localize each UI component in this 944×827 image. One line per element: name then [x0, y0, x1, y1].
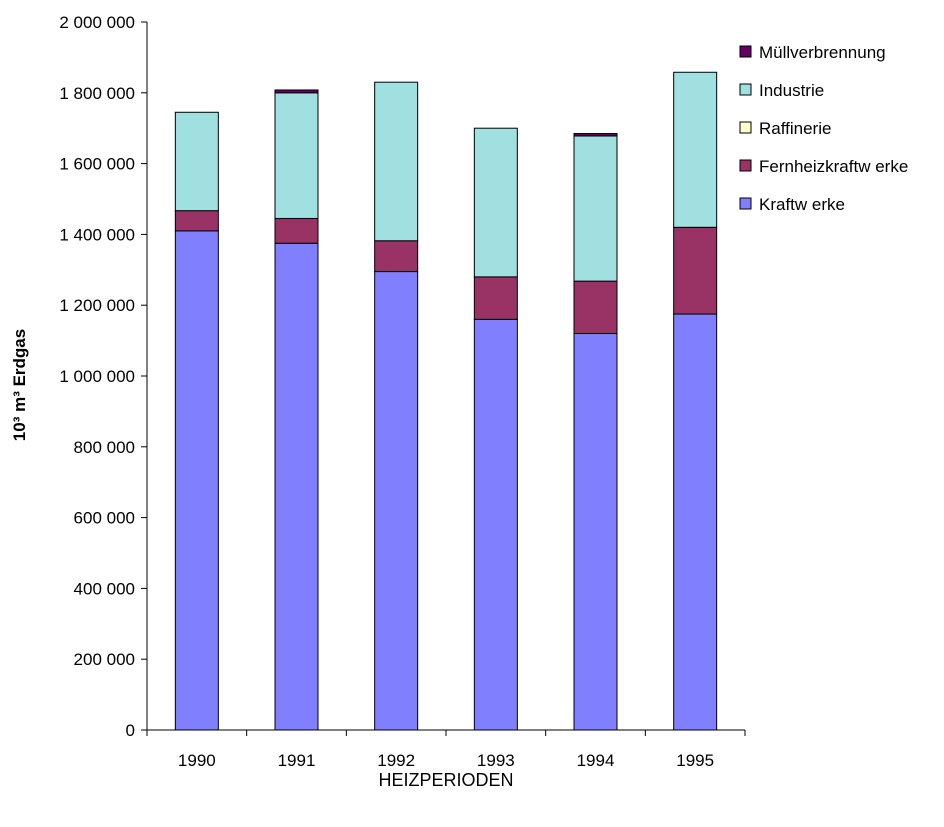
bar-segment-fernheizkraftw-erke-1994	[573, 280, 618, 335]
x-tick-label: 1994	[577, 751, 615, 770]
legend-swatch	[739, 45, 752, 58]
y-tick-label: 200 000	[74, 650, 135, 669]
axes-layer	[141, 21, 746, 736]
legend-label: Industrie	[759, 81, 824, 100]
y-axis-title: 10³ m³ Erdgas	[10, 329, 29, 441]
bar-segment-kraftw-erke-1992	[374, 271, 419, 731]
y-tick-label: 1 000 000	[59, 367, 135, 386]
bar-segment-kraftw-erke-1991	[274, 242, 319, 731]
bar-segment-industrie-1992	[374, 81, 419, 242]
legend: Müllverbrennung Industrie Raffinerie Fernhe…	[739, 43, 908, 214]
bar-segment-fernheizkraftw-erke-1991	[274, 217, 319, 244]
y-tick-label: 1 200 000	[59, 296, 135, 315]
y-tick-label: 600 000	[74, 509, 135, 528]
legend-label: Raffinerie	[759, 119, 831, 138]
legend-label: Kraftw erke	[759, 195, 845, 214]
legend-swatch	[739, 197, 752, 210]
bar-segment-fernheizkraftw-erke-1992	[374, 240, 419, 273]
bar-segment-fernheizkraftw-erke-1995	[673, 226, 718, 315]
bars-layer	[174, 71, 718, 731]
x-tick-label: 1995	[676, 751, 714, 770]
bar-segment-kraftw-erke-1995	[673, 313, 718, 731]
bar-segment-industrie-1993	[473, 127, 518, 278]
x-axis-title: HEIZPERIODEN	[378, 770, 513, 790]
bar-segment-m-llverbrennung-1994	[573, 133, 618, 137]
y-tick-label: 0	[126, 721, 135, 740]
legend-swatch	[739, 83, 752, 96]
bar-segment-kraftw-erke-1993	[473, 318, 518, 731]
legend-swatch	[739, 121, 752, 134]
y-tick-label: 2 000 000	[59, 13, 135, 32]
x-tick-label: 1993	[477, 751, 515, 770]
legend-swatch	[739, 159, 752, 172]
y-tick-label: 800 000	[74, 438, 135, 457]
bar-segment-kraftw-erke-1994	[573, 333, 618, 731]
x-tick-label: 1990	[178, 751, 216, 770]
y-tick-label: 1 800 000	[59, 84, 135, 103]
x-tick-label: 1991	[278, 751, 316, 770]
legend-label: Fernheizkraftw erke	[759, 157, 908, 176]
y-tick-label: 400 000	[74, 579, 135, 598]
legend-label: Müllverbrennung	[759, 43, 886, 62]
bar-segment-fernheizkraftw-erke-1990	[174, 210, 219, 232]
bar-segment-industrie-1994	[573, 135, 618, 282]
bar-segment-industrie-1995	[673, 71, 718, 228]
y-tick-label: 1 600 000	[59, 155, 135, 174]
bar-segment-fernheizkraftw-erke-1993	[473, 276, 518, 320]
bar-segment-m-llverbrennung-1991	[274, 89, 319, 94]
bar-segment-industrie-1990	[174, 111, 219, 212]
bar-segment-industrie-1991	[274, 92, 319, 219]
y-tick-label: 1 400 000	[59, 225, 135, 244]
tick-labels-layer: 0 200 000 400 000 600 000 800 000 1 000 000 1 …	[59, 13, 714, 770]
bar-segment-kraftw-erke-1990	[174, 230, 219, 731]
x-tick-label: 1992	[377, 751, 415, 770]
